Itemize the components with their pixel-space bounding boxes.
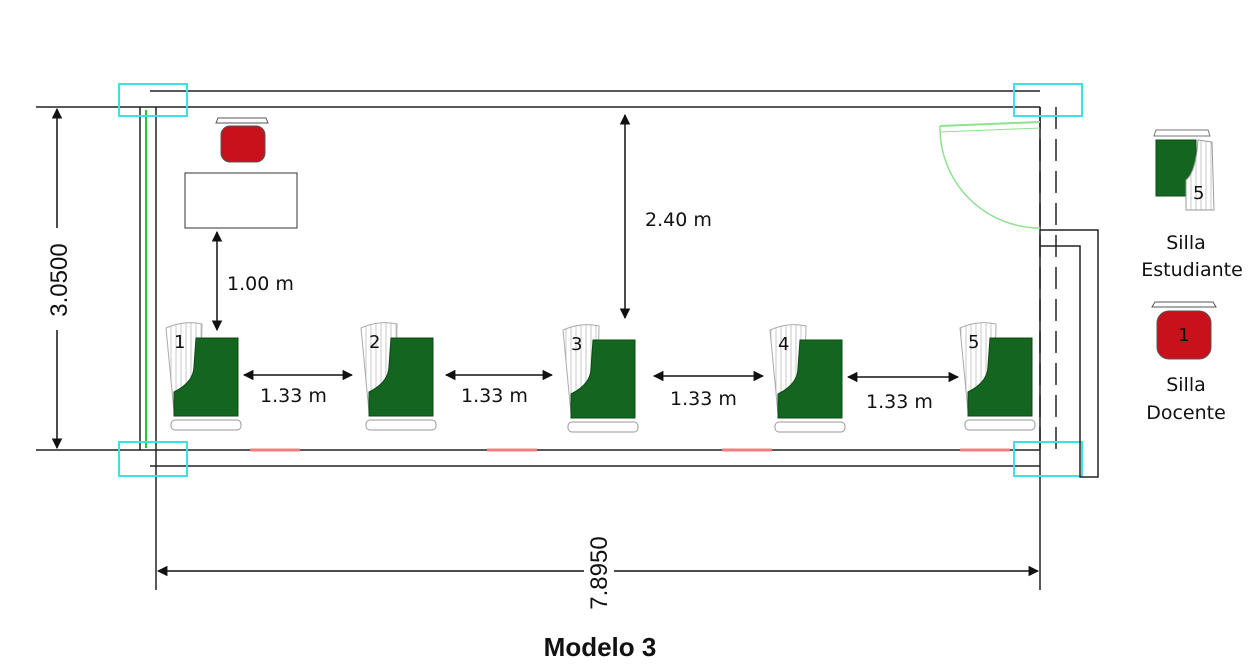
classroom-walls [36,90,1057,590]
legend-student-number: 5 [1193,183,1204,204]
student-seat-2: 2 [360,322,437,431]
student-seats: 1 2 3 4 5 [165,322,1036,433]
legend-teacher-number: 1 [1178,325,1189,346]
label-wall-to-seat: 2.40 m [645,209,712,231]
height-label: 3.0500 [46,243,73,316]
spacing-arrows [211,113,960,383]
label-desk-to-seat: 1.00 m [227,273,294,295]
legend-student-seat: 5 [1153,129,1215,211]
student-seat-3: 3 [562,324,639,433]
diagram-title: Modelo 3 [543,632,657,662]
legend-student-line1: Silla [1166,232,1206,254]
legend-teacher-seat: 1 [1151,301,1217,360]
label-gap-3: 1.33 m [670,388,737,410]
student-seat-5: 5 [959,322,1036,431]
corner-columns [118,83,1083,477]
legend: 5 Silla Estudiante 1 Silla Docente [1141,129,1243,424]
height-dimension: 3.0500 [44,107,73,450]
label-gap-1: 1.33 m [260,385,327,407]
teacher-chair [215,117,269,163]
student-seat-4-number: 4 [778,334,789,355]
student-seat-4: 4 [769,324,846,433]
student-seat-2-number: 2 [369,332,380,353]
width-label: 7.8950 [586,536,613,609]
legend-teacher-line2: Docente [1146,402,1226,424]
student-seat-1: 1 [165,322,242,431]
teacher-desk [184,172,298,229]
width-dimension: 7.8950 [156,522,1040,622]
label-gap-2: 1.33 m [461,385,528,407]
door [939,121,1099,478]
student-seat-3-number: 3 [571,334,582,355]
legend-student-line2: Estudiante [1141,259,1243,281]
student-seat-5-number: 5 [968,332,979,353]
label-gap-4: 1.33 m [866,391,933,413]
legend-teacher-line1: Silla [1166,374,1206,396]
student-seat-1-number: 1 [174,332,185,353]
